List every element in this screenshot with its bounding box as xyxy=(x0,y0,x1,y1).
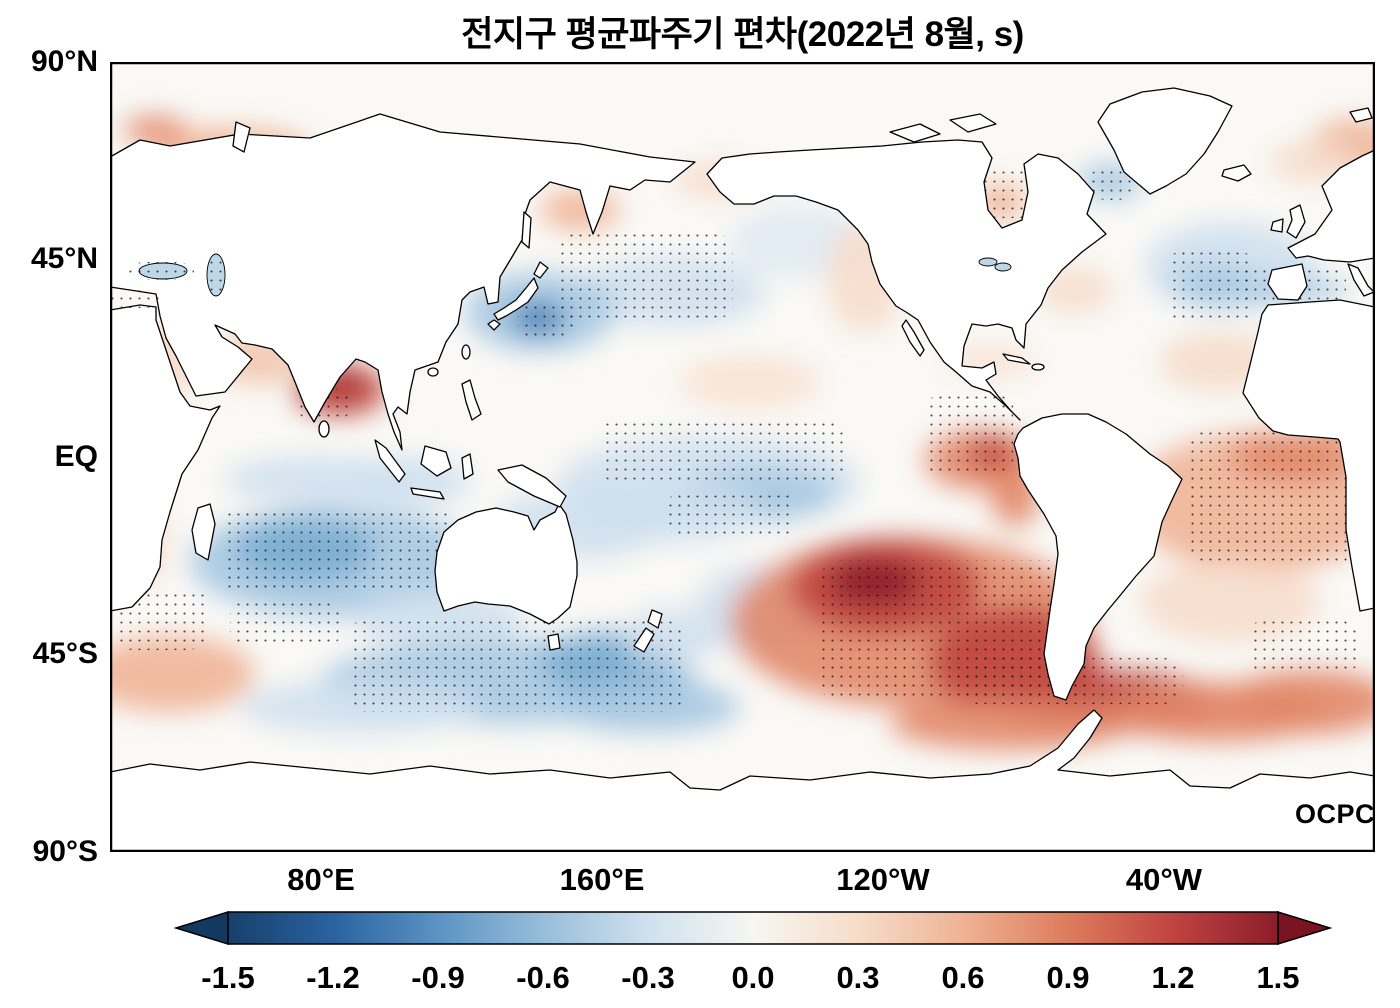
land-eurasia xyxy=(110,113,696,451)
lat-tick-90s: 90°S xyxy=(32,835,98,868)
land-novaya-zemlya xyxy=(232,121,251,153)
map-svg xyxy=(109,61,1376,853)
significance-stipple xyxy=(128,262,194,280)
land-new-guinea xyxy=(497,464,567,508)
land-taiwan xyxy=(461,344,471,360)
significance-stipple xyxy=(1188,430,1366,562)
land-tasmania xyxy=(547,633,561,651)
anomaly-blob xyxy=(540,190,620,230)
land-japan-honshu xyxy=(493,277,539,321)
land-uk xyxy=(1286,204,1306,239)
colorbar-tick-label: -0.3 xyxy=(621,960,674,995)
land-sulawesi xyxy=(461,453,474,480)
lon-tick-120w: 120°W xyxy=(836,862,930,897)
significance-stipple xyxy=(558,234,733,319)
land-svalbard xyxy=(1349,107,1373,123)
colorbar-tick-label: 0.9 xyxy=(1046,960,1089,995)
stipple-top-layer xyxy=(110,256,225,308)
significance-stipple xyxy=(600,420,845,482)
lon-tick-80e: 80°E xyxy=(287,862,355,897)
land-africa-west-edge xyxy=(110,304,221,612)
land-europe xyxy=(1287,149,1375,263)
land-greenland xyxy=(1097,87,1233,195)
colorbar-tick-label: 0.0 xyxy=(731,960,774,995)
land-sakhalin xyxy=(521,211,532,249)
colorbar-gradient xyxy=(227,911,1279,945)
land-south-america xyxy=(1013,413,1183,701)
land-new-zealand-south xyxy=(633,627,655,653)
land-iceland xyxy=(1221,164,1252,182)
land-madagascar xyxy=(191,503,216,561)
map-frame xyxy=(109,61,1376,853)
lon-tick-40w: 40°W xyxy=(1125,862,1203,897)
land-arctic-island-2 xyxy=(949,113,997,133)
colorbar-tick-label: -1.2 xyxy=(306,960,359,995)
land-japan-hokkaido xyxy=(533,261,549,279)
land-borneo xyxy=(420,445,452,477)
anomaly-blob xyxy=(1037,268,1113,312)
world-map xyxy=(109,61,1376,853)
land-philippines xyxy=(461,379,482,421)
colorbar-tick-label: -0.6 xyxy=(516,960,569,995)
land-baja-california xyxy=(901,319,925,357)
colorbar-under-arrow xyxy=(173,910,229,946)
land-antarctica xyxy=(110,709,1375,852)
significance-stipple xyxy=(205,256,225,298)
land-africa-east-edge xyxy=(1242,299,1375,612)
lat-tick-eq: EQ xyxy=(54,440,98,473)
significance-stipple xyxy=(1248,620,1360,672)
land-iberia xyxy=(1267,263,1308,301)
figure-title: 전지구 평균파주기 편차(2022년 8월, s) xyxy=(461,15,1024,54)
lat-tick-45n: 45°N xyxy=(30,242,98,275)
colorbar-tick-label: 0.3 xyxy=(836,960,879,995)
significance-stipple xyxy=(928,392,1013,477)
significance-stipple xyxy=(110,290,162,308)
anomaly-blob xyxy=(123,116,187,144)
significance-stipple xyxy=(518,304,573,339)
land-arctic-island-1 xyxy=(889,123,941,143)
land-north-america xyxy=(706,139,1107,421)
significance-stipple xyxy=(348,620,683,712)
land-sumatra xyxy=(374,439,406,483)
ocpc-logo: OCPC xyxy=(1295,799,1376,829)
lake-great-lakes-west xyxy=(978,257,998,267)
land-hispaniola xyxy=(1031,363,1045,371)
land-java xyxy=(410,487,445,500)
significance-stipple xyxy=(230,600,340,648)
significance-stipple xyxy=(668,490,793,538)
land-layer xyxy=(110,87,1375,852)
anomaly-blob xyxy=(110,636,255,712)
significance-stipple xyxy=(222,510,457,592)
lon-tick-160e: 160°E xyxy=(559,862,645,897)
land-japan-kyushu xyxy=(487,319,501,331)
significance-stipple xyxy=(1088,168,1136,200)
land-new-zealand-north xyxy=(647,609,663,629)
land-ireland xyxy=(1270,218,1284,233)
colorbar-tick-label: -0.9 xyxy=(411,960,464,995)
land-hainan xyxy=(427,367,439,377)
colorbar-tick-label: 1.2 xyxy=(1151,960,1194,995)
colorbar-tick-label: 0.6 xyxy=(941,960,984,995)
colorbar: -1.5 -1.2 -0.9 -0.6 -0.3 0.0 0.3 0.6 0.9 1.2 1.5 xyxy=(160,908,1340,1003)
colorbar-tick-label: -1.5 xyxy=(201,960,254,995)
colorbar-over-arrow xyxy=(1277,910,1333,946)
colorbar-tick-labels: -1.5 -1.2 -0.9 -0.6 -0.3 0.0 0.3 0.6 0.9 1.2 1.5 xyxy=(201,960,1299,995)
anomaly-blob xyxy=(1225,670,1375,734)
anomaly-blob xyxy=(350,457,470,507)
lat-tick-45s: 45°S xyxy=(32,637,98,670)
land-cuba xyxy=(1002,353,1031,365)
anomaly-blob xyxy=(680,356,820,408)
lat-tick-90n: 90°N xyxy=(30,45,98,78)
colorbar-svg: -1.5 -1.2 -0.9 -0.6 -0.3 0.0 0.3 0.6 0.9 1.2 1.5 xyxy=(173,910,1333,995)
lake-great-lakes-east xyxy=(994,262,1012,272)
significance-stipple xyxy=(114,588,206,650)
significance-stipple xyxy=(1168,250,1253,322)
colorbar-tick-label: 1.5 xyxy=(1256,960,1299,995)
land-australia xyxy=(434,503,578,625)
land-sri-lanka xyxy=(318,420,330,438)
